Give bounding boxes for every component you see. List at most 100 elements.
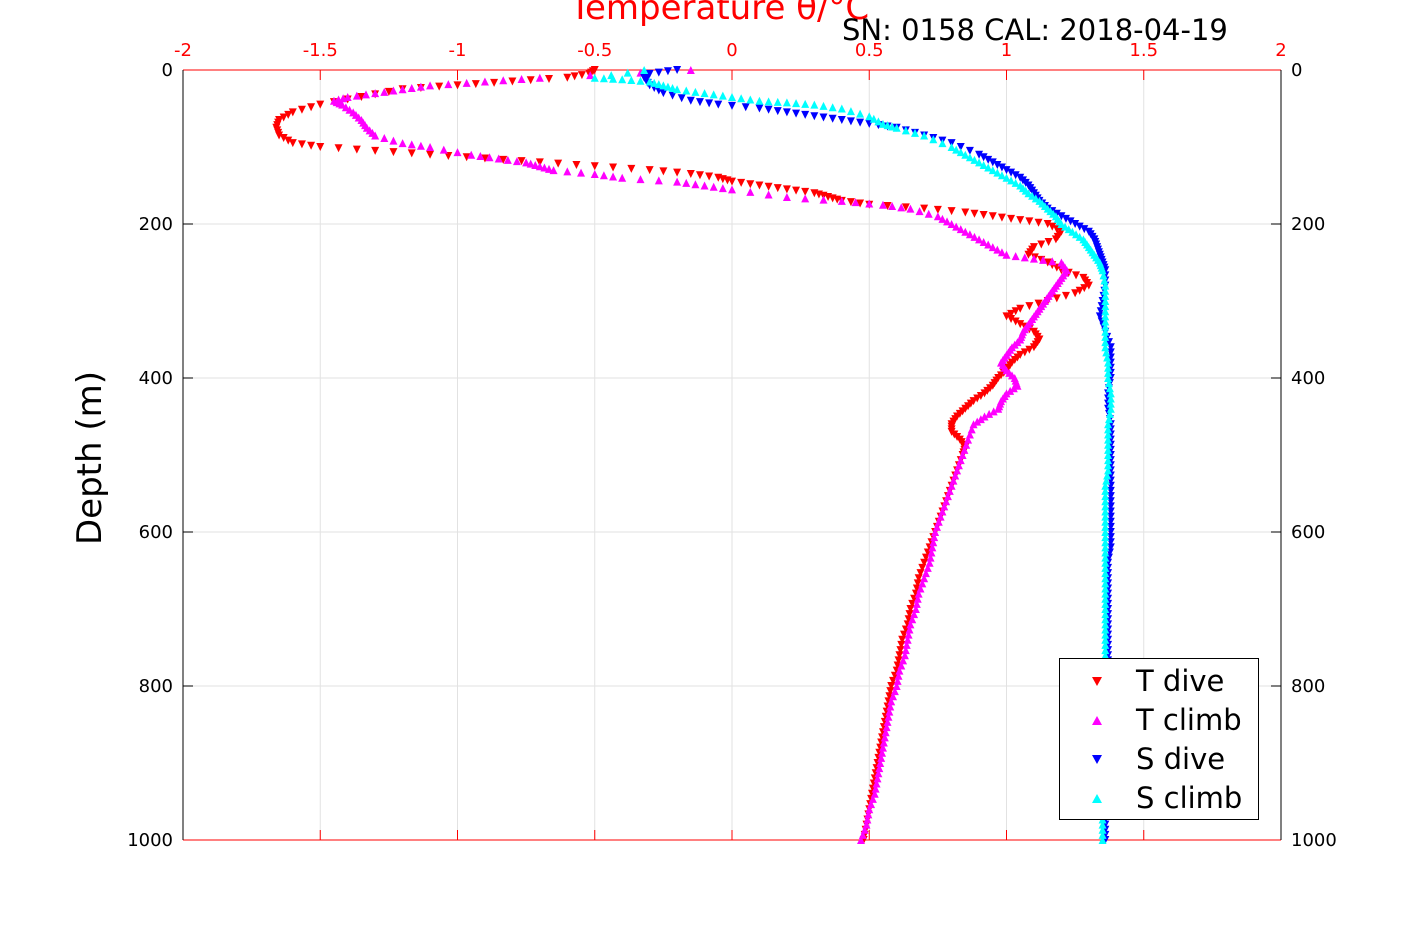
data-point <box>439 145 448 154</box>
data-point <box>668 83 677 92</box>
data-point <box>1106 394 1115 403</box>
data-point <box>1101 512 1110 521</box>
data-point <box>1101 599 1110 608</box>
data-point <box>389 148 398 157</box>
data-point <box>882 723 891 732</box>
x-tick-label: 0 <box>726 40 737 61</box>
data-point <box>599 171 608 180</box>
data-point <box>668 91 677 100</box>
data-point <box>609 74 618 83</box>
data-point <box>380 87 389 96</box>
data-point <box>1101 569 1110 578</box>
data-point <box>888 122 897 131</box>
data-point <box>801 194 810 203</box>
data-point <box>618 75 627 84</box>
data-point <box>801 187 810 196</box>
data-point <box>1101 286 1110 295</box>
data-point <box>1101 522 1110 531</box>
data-point <box>1101 635 1110 644</box>
legend-label-t-dive: T dive <box>1136 664 1225 698</box>
data-point <box>1025 302 1034 311</box>
data-point <box>878 743 887 752</box>
data-point <box>522 158 531 167</box>
data-point <box>929 135 938 144</box>
y-tick-label-left: 400 <box>139 368 173 389</box>
data-point <box>1025 345 1034 354</box>
data-point <box>1098 820 1107 829</box>
data-point <box>535 162 544 171</box>
data-point <box>476 151 485 160</box>
data-point <box>819 101 828 110</box>
data-point <box>984 155 993 164</box>
legend-entry-s-dive: S dive <box>1060 740 1260 779</box>
data-point <box>901 203 910 212</box>
y-tick-label-left: 1000 <box>127 830 173 851</box>
data-point <box>782 108 791 117</box>
data-point <box>462 78 471 87</box>
data-point <box>1101 615 1110 624</box>
data-point <box>1098 266 1107 275</box>
data-point <box>970 232 979 241</box>
data-point <box>444 151 453 160</box>
data-point <box>709 90 718 99</box>
data-point <box>1104 374 1113 382</box>
data-point <box>1029 343 1038 352</box>
data-point <box>869 114 878 123</box>
data-point <box>590 73 599 82</box>
data-point <box>1101 646 1110 655</box>
data-point <box>1098 830 1107 839</box>
data-point <box>916 569 925 578</box>
data-point <box>1002 250 1011 259</box>
data-point <box>1020 348 1029 357</box>
data-point <box>755 104 764 113</box>
data-point <box>1104 425 1113 434</box>
data-point <box>905 625 914 634</box>
series-t-dive <box>272 66 1093 844</box>
data-point <box>677 94 686 103</box>
data-point <box>930 533 939 542</box>
data-point <box>856 118 865 127</box>
data-point <box>526 76 535 85</box>
data-point <box>1101 502 1110 511</box>
data-point <box>1101 322 1110 331</box>
data-point <box>883 717 892 726</box>
data-point <box>545 164 553 173</box>
data-point <box>1007 176 1016 185</box>
data-point <box>885 707 894 716</box>
data-point <box>1101 553 1110 562</box>
data-point <box>920 131 929 140</box>
data-point <box>1011 317 1020 326</box>
data-point <box>1101 625 1110 634</box>
data-point <box>997 248 1006 257</box>
data-point <box>1101 317 1110 326</box>
data-point <box>905 610 914 619</box>
data-point <box>746 180 755 189</box>
data-point <box>654 68 663 77</box>
data-point <box>1102 476 1111 485</box>
data-point <box>895 666 904 675</box>
data-point <box>572 160 581 169</box>
data-point <box>1104 440 1113 449</box>
data-point <box>444 80 453 89</box>
data-point <box>1016 304 1025 313</box>
data-point <box>1105 409 1114 418</box>
data-point <box>846 117 855 126</box>
data-point <box>897 203 906 212</box>
data-point <box>984 240 993 249</box>
data-point <box>1007 214 1016 223</box>
data-point <box>1101 302 1110 311</box>
data-point <box>435 82 444 91</box>
data-point <box>485 153 494 162</box>
data-point <box>407 83 416 92</box>
data-point <box>453 148 462 157</box>
data-point <box>1043 258 1052 267</box>
data-point <box>979 153 988 162</box>
data-point <box>1011 171 1020 180</box>
data-point <box>994 404 1003 413</box>
data-point <box>636 175 645 184</box>
data-point <box>1101 605 1110 613</box>
data-point <box>426 150 435 159</box>
data-point <box>1011 252 1020 261</box>
data-point <box>737 178 746 187</box>
data-point <box>279 134 288 143</box>
